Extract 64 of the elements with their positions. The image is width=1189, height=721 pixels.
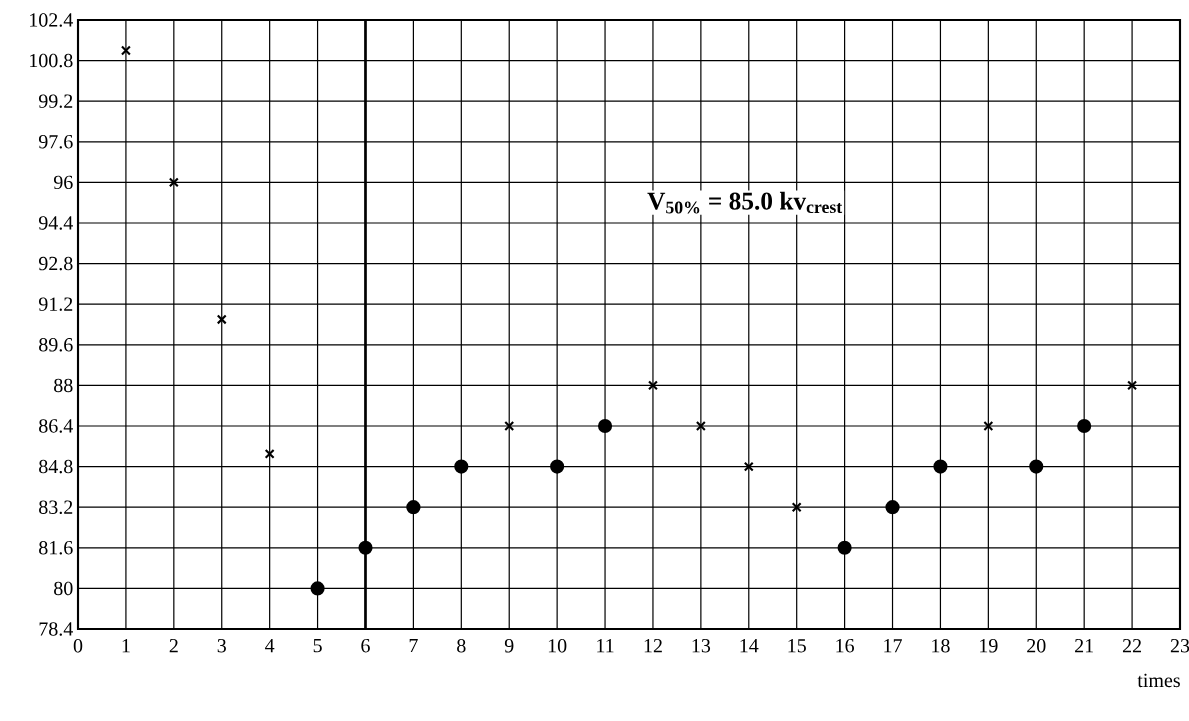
point: [1029, 459, 1044, 474]
x-tick-label: 7: [409, 639, 418, 653]
y-tick-label: 91.2: [38, 297, 73, 311]
point: [647, 380, 658, 391]
point: [597, 418, 613, 434]
x-tick-label: 9: [504, 639, 514, 653]
x-axis-title: times: [1137, 673, 1180, 688]
x-tick-label: 20: [1027, 639, 1046, 653]
y-tick-label: 81.6: [39, 541, 73, 555]
x-tick-label: 0: [73, 639, 83, 653]
point: [120, 45, 131, 56]
x-tick-label: 3: [217, 639, 226, 653]
point: [454, 459, 469, 474]
x-tick-label: 19: [980, 639, 998, 653]
y-tick-label: 99.2: [38, 94, 73, 108]
point: [983, 420, 994, 432]
point: [310, 581, 325, 596]
x-tick-label: 23: [1170, 639, 1189, 653]
point: [168, 177, 179, 188]
x-tick-label: 17: [884, 639, 902, 653]
x-tick-label: 1: [122, 639, 130, 653]
x-tick-label: 16: [836, 639, 855, 653]
x-tick-label: 10: [548, 639, 567, 653]
point: [550, 459, 565, 474]
point: [695, 420, 706, 432]
x-tick-label: 2: [169, 639, 178, 653]
point: [837, 540, 852, 555]
point: [216, 314, 227, 325]
annotation: V$_{50%}$ = 85.0 kv$_{crest}$: [647, 191, 843, 214]
y-tick-label: 86.4: [39, 419, 73, 433]
y-tick-label: 92.8: [38, 256, 73, 271]
x-tick-label: 22: [1122, 639, 1141, 653]
x-tick-label: 8: [457, 639, 466, 653]
point: [791, 502, 802, 513]
x-tick-label: 21: [1075, 639, 1093, 653]
y-tick-label: 97.6: [38, 135, 73, 149]
point: [264, 448, 275, 459]
y-tick-label: 102.4: [30, 13, 73, 27]
x-tick-label: 14: [740, 639, 759, 653]
point: [1127, 380, 1138, 391]
point: [358, 540, 373, 555]
x-tick-label: 13: [692, 639, 711, 653]
y-tick-label: 83.2: [39, 500, 73, 514]
point: [743, 461, 754, 472]
x-tick-label: 12: [644, 639, 662, 653]
point: [406, 500, 421, 515]
y-tick-label: 80: [54, 581, 73, 596]
point: [1077, 418, 1092, 434]
x-tick-label: 18: [932, 639, 950, 653]
y-tick-label: 96: [53, 175, 73, 190]
x-tick-label: 4: [265, 639, 275, 653]
x-tick-label: 15: [788, 639, 806, 653]
x-tick-label: 6: [361, 639, 370, 653]
y-tick-label: 94.4: [38, 216, 73, 230]
point: [933, 459, 948, 474]
y-tick-label: 88: [54, 378, 73, 393]
point: [885, 500, 900, 515]
y-tick-label: 89.6: [39, 338, 73, 352]
point: [504, 420, 515, 432]
y-tick-label: 78.4: [39, 622, 73, 636]
y-tick-label: 84.8: [39, 459, 73, 474]
x-tick-label: 5: [313, 639, 322, 653]
x-tick-label: 11: [597, 639, 614, 653]
y-tick-label: 100.8: [30, 53, 73, 68]
